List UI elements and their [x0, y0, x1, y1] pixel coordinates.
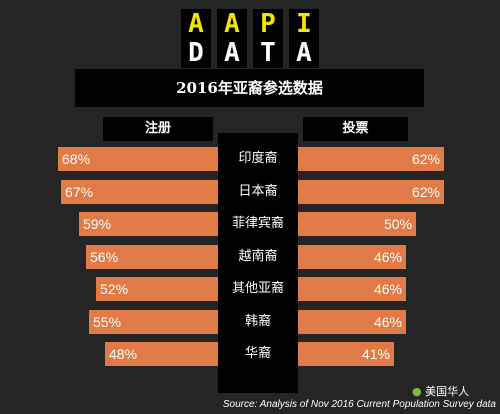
wechat-icon: ● [412, 385, 422, 398]
logo-letter: P [253, 9, 283, 39]
bar-registered: 56% [86, 245, 218, 269]
bar-voted: 41% [298, 342, 394, 366]
bar-voted: 50% [298, 212, 416, 236]
bar-voted: 46% [298, 310, 406, 334]
brand-watermark: ● 美国华人 [412, 383, 469, 399]
right-header: 投票 [303, 117, 408, 141]
category-column [218, 133, 298, 393]
logo-letter: A [217, 38, 247, 68]
bar-registered: 48% [105, 342, 218, 366]
logo-letter: A [217, 9, 247, 39]
logo-letter: I [289, 9, 319, 39]
category-label: 韩裔 [244, 314, 271, 329]
category-label: 印度裔 [238, 151, 278, 166]
bar-registered: 59% [79, 212, 218, 236]
source-note: Source: Analysis of Nov 2016 Current Pop… [222, 399, 496, 410]
logo-letter: A [289, 38, 319, 68]
logo-letter: T [253, 38, 283, 68]
chart-title: 2016年亚裔参选数据 [75, 69, 424, 107]
bar-voted: 46% [298, 277, 406, 301]
category-label: 菲律宾裔 [231, 216, 284, 231]
left-header: 注册 [103, 117, 213, 141]
brand-label: 美国华人 [425, 385, 470, 398]
bar-registered: 55% [89, 310, 218, 334]
bar-registered: 67% [61, 180, 218, 204]
category-label: 华裔 [244, 346, 271, 361]
category-label: 日本裔 [238, 184, 278, 199]
bar-registered: 68% [58, 147, 218, 171]
logo-letter: A [181, 9, 211, 39]
bar-voted: 62% [298, 180, 444, 204]
bar-voted: 46% [298, 245, 406, 269]
logo-letter: D [181, 38, 211, 68]
bar-voted: 62% [298, 147, 444, 171]
category-label: 其他亚裔 [231, 281, 284, 296]
bar-registered: 52% [96, 277, 218, 301]
category-label: 越南裔 [238, 249, 278, 264]
